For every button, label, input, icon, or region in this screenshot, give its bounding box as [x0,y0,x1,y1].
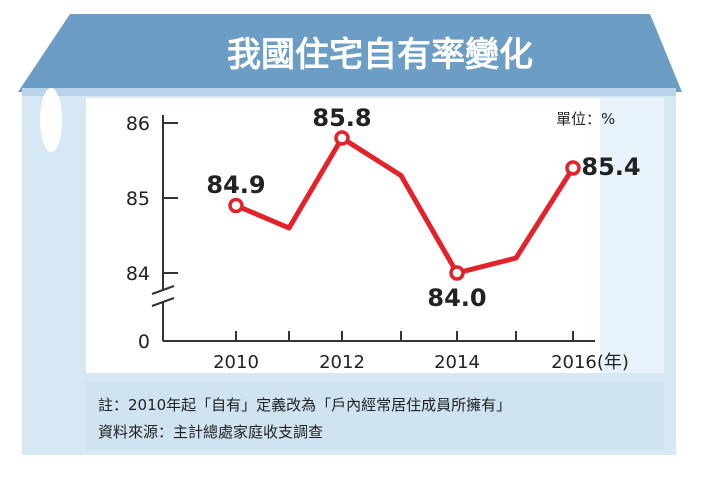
series-line [233,135,576,276]
unit-label: 單位：% [556,110,615,128]
plot-panel [86,98,664,373]
y-tick-label: 84 [126,263,150,285]
house-roof [18,14,682,92]
data-label-2012: 85.8 [312,104,371,132]
x-tick-label: 2014 [434,352,480,373]
data-label-2014: 84.0 [427,284,486,312]
axis-break-mark-1 [151,285,175,295]
y-tick-label: 86 [126,113,150,135]
roof-shadow [22,88,676,96]
x-tick-label: 2012 [319,352,365,373]
axis-break-mark-2 [151,297,175,307]
house-window [40,88,62,152]
data-point-2010 [228,197,244,214]
x-tick-label: 2016(年) [551,352,629,373]
footnote-definition: 註：2010年起「自有」定義改為「戶內經常居住成員所擁有」 [98,396,511,414]
y-tick-label: 85 [126,188,150,210]
footer-band [86,382,664,450]
data-label-2016: 85.4 [581,153,640,181]
x-tick-label: 2010 [213,352,259,373]
data-label-2010: 84.9 [206,171,265,199]
plot-side-band [600,98,664,373]
data-point-2014 [449,265,465,281]
y-tick-label: 0 [138,331,150,353]
footnote-source: 資料來源：主計總處家庭收支調查 [98,423,323,441]
series-markers [228,130,581,281]
data-point-2012 [334,130,350,146]
chart-title: 我國住宅自有率變化 [227,35,533,75]
data-point-2016 [565,160,581,176]
